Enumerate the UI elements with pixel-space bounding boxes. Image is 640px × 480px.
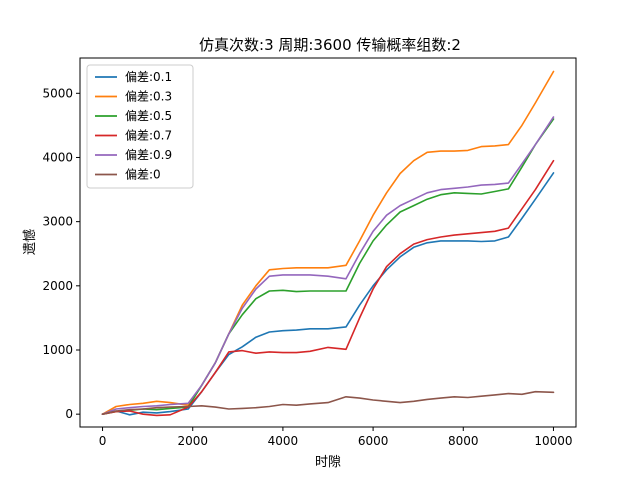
series-line-0: [101, 172, 555, 416]
chart-title: 仿真次数:3 周期:3600 传输概率组数:2: [199, 36, 461, 54]
x-tick-label: 2000: [177, 434, 208, 448]
x-axis: 0 2000 4000 6000 8000 10000: [99, 427, 573, 448]
y-tick-label: 3000: [42, 215, 73, 229]
series-line-3: [101, 159, 555, 417]
x-tick-label: 0: [99, 434, 107, 448]
x-tick-label: 8000: [448, 434, 479, 448]
y-tick-label: 1000: [42, 343, 73, 357]
legend-label: 偏差:0.7: [125, 128, 172, 143]
series-line-4: [101, 116, 555, 416]
legend-label: 偏差:0: [125, 167, 161, 182]
y-tick-label: 4000: [42, 150, 73, 164]
x-tick-label: 10000: [534, 434, 572, 448]
series-line-5: [101, 390, 555, 416]
series-layer: [101, 70, 555, 417]
series-line-2: [101, 118, 555, 416]
x-tick-label: 4000: [268, 434, 299, 448]
plot-frame: [79, 57, 577, 428]
legend-label: 偏差:0.3: [125, 89, 172, 104]
y-tick-label: 5000: [42, 86, 73, 100]
y-tick-label: 0: [65, 407, 73, 421]
x-axis-label: 时隙: [315, 455, 341, 470]
y-axis: 0 1000 2000 3000 4000 5000: [42, 86, 80, 421]
legend-label: 偏差:0.5: [125, 108, 172, 123]
legend: 偏差:0.1 偏差:0.3 偏差:0.5 偏差:0.7 偏差:0.9 偏差:0: [86, 64, 194, 189]
legend-label: 偏差:0.1: [125, 69, 172, 84]
y-tick-label: 2000: [42, 279, 73, 293]
y-axis-label: 遗憾: [23, 229, 38, 255]
x-tick-label: 6000: [358, 434, 389, 448]
legend-label: 偏差:0.9: [125, 147, 172, 162]
